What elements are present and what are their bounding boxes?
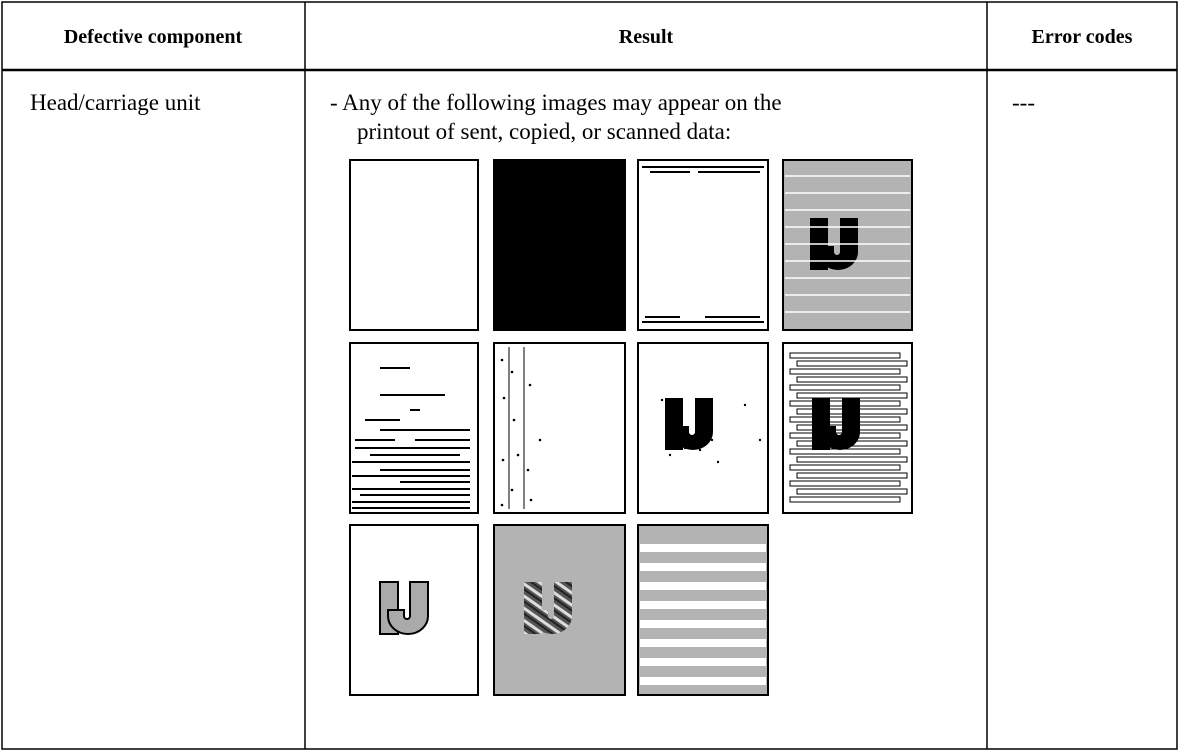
bar-outline [789, 416, 901, 423]
speck [716, 460, 720, 464]
bar-outline [796, 392, 908, 399]
speck [500, 358, 504, 362]
speck [668, 453, 672, 457]
sample-frame [493, 342, 626, 514]
speck [710, 438, 714, 442]
speck [529, 498, 533, 502]
speck [660, 398, 664, 402]
header-cell: Error codes [1032, 26, 1133, 48]
speck [698, 448, 702, 452]
stripe [640, 620, 766, 628]
cell-text: - Any of the following images may appear… [330, 90, 782, 115]
bar-outline [796, 488, 908, 495]
speck [500, 503, 504, 507]
bar-outline [789, 464, 901, 471]
sample-frame [637, 159, 769, 331]
speck [501, 458, 505, 462]
stripe [640, 639, 766, 647]
sample-frame [637, 342, 769, 514]
speck [743, 403, 747, 407]
bar-outline [789, 352, 901, 359]
sample-frame [349, 159, 479, 331]
stripe [640, 582, 766, 590]
speck [512, 418, 516, 422]
bar-outline [789, 496, 901, 503]
bar-outline [796, 360, 908, 367]
bar-outline [789, 448, 901, 455]
speck [706, 413, 710, 417]
bar-outline [789, 384, 901, 391]
speck [510, 488, 514, 492]
bar-outline [789, 400, 901, 407]
speck [683, 446, 687, 450]
cell-text: printout of sent, copied, or scanned dat… [357, 119, 731, 144]
bar-outline [789, 368, 901, 375]
sample-frame [493, 159, 626, 331]
speck [502, 396, 506, 400]
bar-outline [796, 456, 908, 463]
stripe [640, 658, 766, 666]
sample-frame [637, 524, 769, 696]
speck [516, 453, 520, 457]
speck [666, 428, 670, 432]
bar-outline [796, 424, 908, 431]
cell-text: Head/carriage unit [30, 90, 201, 115]
stripe [640, 563, 766, 571]
stripe [640, 601, 766, 609]
header-cell: Result [619, 26, 674, 48]
bar-outline [796, 472, 908, 479]
speck [538, 438, 542, 442]
speck [510, 370, 514, 374]
bar-outline [789, 432, 901, 439]
speck [528, 383, 532, 387]
cell-text: --- [1012, 90, 1035, 115]
bar-outline [796, 440, 908, 447]
sample-frame [349, 342, 479, 514]
header-cell: Defective component [64, 26, 243, 48]
stripe [640, 544, 766, 552]
stripe [640, 677, 766, 685]
bar-outline [796, 408, 908, 415]
bar-outline [796, 376, 908, 383]
sample-images [349, 159, 913, 696]
speck [526, 468, 530, 472]
speck [758, 438, 762, 442]
bar-outline [789, 480, 901, 487]
